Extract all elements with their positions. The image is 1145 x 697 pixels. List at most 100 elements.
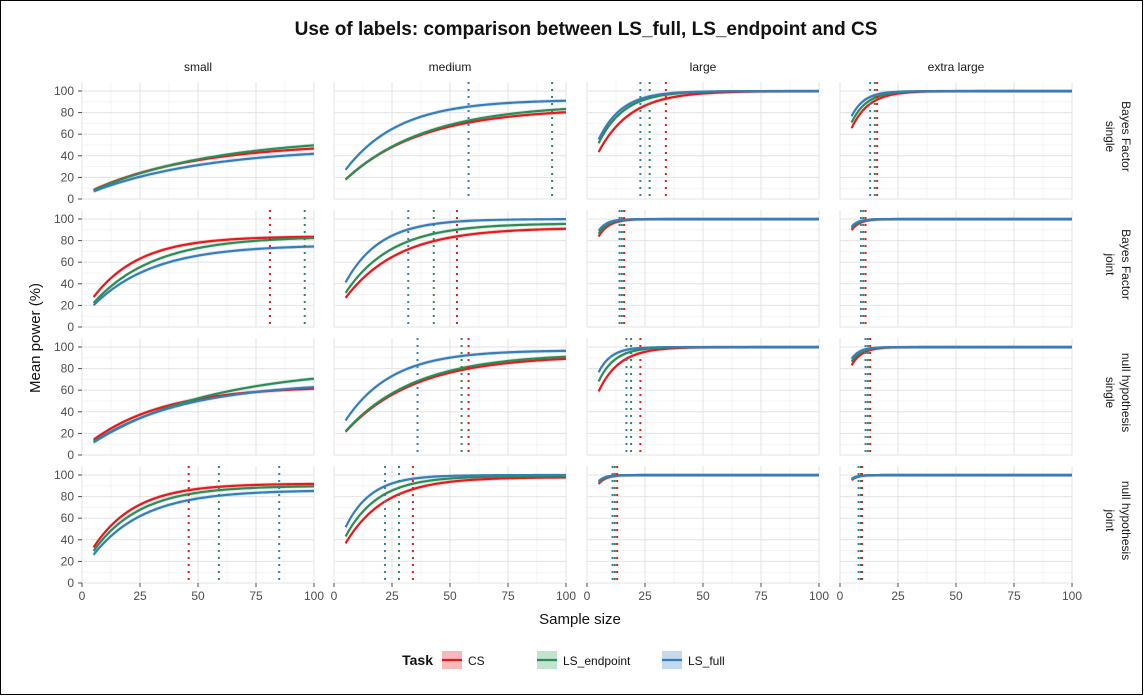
y-tick-label: 0 (67, 576, 74, 590)
series-line-ls_full (597, 345, 819, 373)
facet-panel (333, 82, 567, 200)
y-tick-label: 100 (54, 212, 74, 226)
facet-panel (839, 82, 1073, 200)
x-tick-label: 50 (191, 589, 205, 603)
facet-panel: 0 25 50 75 100 (584, 466, 829, 603)
y-tick-label: 20 (61, 170, 75, 184)
y-tick-label: 100 (54, 468, 74, 482)
series-line-ls_full (92, 245, 315, 307)
series-line-ls_full (851, 473, 1072, 480)
facet-panel (586, 338, 820, 456)
y-tick-label: 0 (67, 192, 74, 206)
series-line-ls_endpoint (344, 107, 567, 181)
x-tick-label: 0 (79, 589, 86, 603)
series-line-ls_full (93, 152, 315, 193)
series-ribbon-ls_full (598, 347, 819, 375)
y-tick-label: 100 (54, 340, 74, 354)
x-tick-label: 100 (1062, 589, 1082, 603)
x-tick-label: 100 (556, 589, 576, 603)
series-line-ls_full (850, 345, 1072, 360)
facet-panel (333, 338, 567, 456)
series-line-ls_full (344, 473, 566, 528)
series-line-ls_endpoint (344, 222, 567, 294)
x-tick-label: 50 (949, 589, 963, 603)
facet-panel: 0 20 40 60 80 100 (54, 82, 315, 206)
series-ribbon-ls_endpoint (345, 107, 566, 182)
legend-entry-label: LS_endpoint (563, 654, 631, 668)
series-line-ls_full (597, 89, 819, 141)
x-tick-label: 100 (304, 589, 324, 603)
legend-title: Task (402, 652, 433, 668)
x-tick-label: 25 (638, 589, 652, 603)
row-strip-line: joint (1103, 252, 1117, 276)
series-line-ls_full (850, 217, 1072, 228)
series-line-cs (92, 482, 315, 548)
facet-panel (839, 338, 1073, 456)
facet-panel (333, 210, 567, 328)
column-strip-label: medium (429, 60, 472, 74)
legend: Task CS LS_endpoint LS_full (402, 651, 725, 669)
x-tick-label: 75 (501, 589, 515, 603)
x-axis-label: Sample size (539, 611, 621, 628)
series-ribbon-ls_endpoint (93, 143, 314, 193)
y-tick-label: 40 (61, 277, 75, 291)
y-tick-label: 20 (61, 426, 75, 440)
series-ribbon-ls_full (851, 91, 1072, 119)
y-tick-label: 60 (61, 511, 75, 525)
row-strip-line: Bayes Factor (1119, 101, 1133, 172)
series-line-ls_full (597, 473, 819, 483)
row-strip-line: single (1103, 377, 1117, 409)
column-strip-label: extra large (928, 60, 985, 74)
facet-panel (839, 210, 1073, 328)
y-tick-label: 20 (61, 298, 75, 312)
y-tick-label: 0 (67, 448, 74, 462)
series-ribbon-ls_full (93, 244, 314, 308)
y-tick-label: 20 (61, 554, 75, 568)
x-tick-label: 25 (891, 589, 905, 603)
row-strip-line: Bayes Factor (1119, 229, 1133, 300)
y-tick-label: 80 (61, 234, 75, 248)
series-line-ls_endpoint (344, 355, 567, 432)
y-tick-label: 40 (61, 533, 75, 547)
legend-entry-label: CS (468, 654, 485, 668)
x-tick-label: 75 (249, 589, 263, 603)
x-tick-label: 25 (385, 589, 399, 603)
series-line-ls_full (850, 89, 1072, 117)
series-ribbon-ls_full (851, 475, 1072, 481)
series-line-ls_endpoint (93, 144, 315, 192)
x-tick-label: 0 (331, 589, 338, 603)
facet-panel: 0 25 50 75 100 (331, 466, 576, 603)
column-strip-label: small (184, 60, 212, 74)
series-line-ls_endpoint (92, 485, 315, 552)
series-line-cs (344, 476, 567, 544)
y-tick-label: 80 (61, 362, 75, 376)
facet-panel: 0 20 40 60 80 100 0 25 50 75 100 (54, 466, 324, 603)
y-tick-label: 60 (61, 383, 75, 397)
y-tick-label: 40 (61, 405, 75, 419)
series-line-ls_endpoint (92, 236, 315, 304)
column-strip-label: large (690, 60, 717, 74)
facet-panel: 0 20 40 60 80 100 (54, 338, 315, 462)
series-line-cs (92, 235, 315, 298)
y-tick-label: 0 (67, 320, 74, 334)
legend-entry-label: LS_full (688, 654, 725, 668)
y-tick-label: 60 (61, 255, 75, 269)
row-strip-line: joint (1103, 508, 1117, 532)
x-tick-label: 50 (696, 589, 710, 603)
y-axis-label: Mean power (%) (27, 283, 44, 393)
facet-panel (586, 210, 820, 328)
x-tick-label: 75 (1007, 589, 1021, 603)
series-line-ls_endpoint (344, 475, 566, 537)
x-tick-label: 100 (809, 589, 829, 603)
x-tick-label: 0 (584, 589, 591, 603)
y-tick-label: 80 (61, 490, 75, 504)
y-tick-label: 80 (61, 106, 75, 120)
x-tick-label: 0 (837, 589, 844, 603)
x-tick-label: 25 (133, 589, 147, 603)
